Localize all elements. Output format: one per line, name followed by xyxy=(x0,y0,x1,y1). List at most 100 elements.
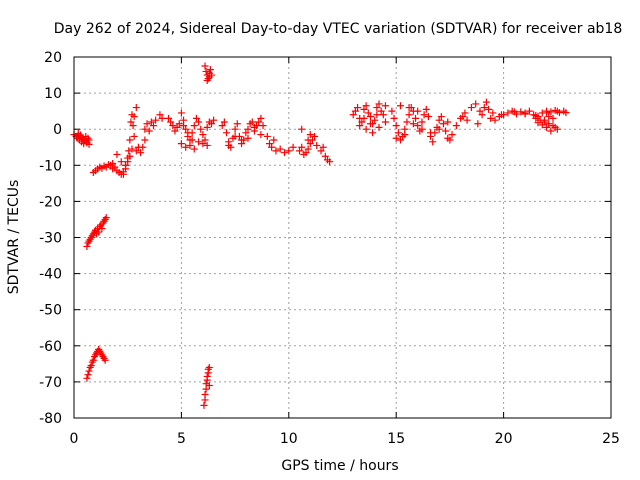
data-point xyxy=(532,111,540,119)
data-point xyxy=(373,111,381,119)
data-point xyxy=(231,125,239,133)
data-point xyxy=(199,131,207,139)
data-point xyxy=(128,145,136,153)
y-tick-label: 20 xyxy=(44,50,62,66)
x-tick-label: 25 xyxy=(602,431,620,447)
data-point xyxy=(377,107,385,115)
data-point xyxy=(289,143,297,151)
data-point xyxy=(192,114,200,122)
data-point xyxy=(405,104,413,112)
data-point xyxy=(317,147,325,155)
data-point xyxy=(489,109,497,117)
data-point xyxy=(197,125,205,133)
data-point xyxy=(538,121,546,129)
data-point xyxy=(175,120,183,128)
data-point xyxy=(238,136,246,144)
data-point xyxy=(281,149,289,157)
data-point xyxy=(205,73,213,81)
data-point xyxy=(463,116,471,124)
data-point xyxy=(448,131,456,139)
data-point xyxy=(272,147,280,155)
x-tick-label: 20 xyxy=(495,431,513,447)
data-point xyxy=(202,380,210,388)
data-point xyxy=(540,116,548,124)
data-point xyxy=(205,363,213,371)
data-point xyxy=(113,150,121,158)
y-tick-label: 0 xyxy=(53,122,62,138)
data-point xyxy=(396,102,404,110)
data-point xyxy=(369,129,377,137)
y-tick-labels: -80 -70 -60 -50 -40 -30 -20 -10 0 10 20 xyxy=(39,50,62,427)
data-point xyxy=(551,123,559,131)
y-tick-label: -30 xyxy=(39,231,62,247)
data-point xyxy=(482,98,490,106)
data-point xyxy=(459,113,467,121)
data-point xyxy=(504,109,512,117)
data-point xyxy=(218,122,226,130)
data-point xyxy=(84,371,92,379)
data-point xyxy=(467,104,475,112)
data-point xyxy=(553,107,561,115)
data-point xyxy=(205,382,213,390)
data-point xyxy=(306,140,314,148)
data-point xyxy=(147,118,155,126)
data-point xyxy=(521,110,529,118)
data-point xyxy=(257,131,265,139)
data-point xyxy=(480,104,488,112)
data-point xyxy=(491,116,499,124)
y-tick-label: -50 xyxy=(39,303,62,319)
data-point xyxy=(394,129,402,137)
data-point xyxy=(265,140,273,148)
data-point xyxy=(545,113,553,121)
data-point xyxy=(444,118,452,126)
data-point xyxy=(200,401,208,409)
data-point xyxy=(149,122,157,130)
data-point xyxy=(204,75,212,83)
data-point xyxy=(152,116,160,124)
x-tick-label: 10 xyxy=(280,431,298,447)
data-point xyxy=(442,127,450,135)
data-point xyxy=(124,158,132,166)
data-point xyxy=(510,108,518,116)
data-point xyxy=(171,127,179,135)
data-point xyxy=(223,129,231,137)
data-point xyxy=(401,131,409,139)
data-point xyxy=(145,127,153,135)
data-point xyxy=(225,141,233,149)
data-point xyxy=(195,138,203,146)
data-point xyxy=(435,116,443,124)
data-point xyxy=(101,356,109,364)
data-point xyxy=(461,109,469,117)
data-point xyxy=(89,356,97,364)
data-point xyxy=(210,116,218,124)
data-point xyxy=(321,152,329,160)
data-point xyxy=(233,120,241,128)
data-point xyxy=(158,114,166,122)
data-point xyxy=(270,136,278,144)
y-tick-label: -60 xyxy=(39,339,62,355)
data-point xyxy=(381,118,389,126)
data-point xyxy=(319,143,327,151)
data-point xyxy=(313,141,321,149)
data-point xyxy=(392,134,400,142)
data-point xyxy=(204,365,212,373)
data-point xyxy=(177,109,185,117)
data-point xyxy=(244,125,252,133)
data-point xyxy=(182,125,190,133)
data-point xyxy=(366,120,374,128)
data-point xyxy=(180,122,188,130)
data-point xyxy=(111,163,119,171)
data-points xyxy=(70,62,570,409)
data-point xyxy=(139,143,147,151)
data-point xyxy=(452,122,460,130)
data-point xyxy=(126,152,134,160)
y-tick-label: -20 xyxy=(39,194,62,210)
data-point xyxy=(304,145,312,153)
data-point xyxy=(156,111,164,119)
x-tick-label: 15 xyxy=(387,431,405,447)
data-point xyxy=(424,113,432,121)
data-point xyxy=(403,118,411,126)
data-point xyxy=(388,107,396,115)
data-point xyxy=(296,147,304,155)
